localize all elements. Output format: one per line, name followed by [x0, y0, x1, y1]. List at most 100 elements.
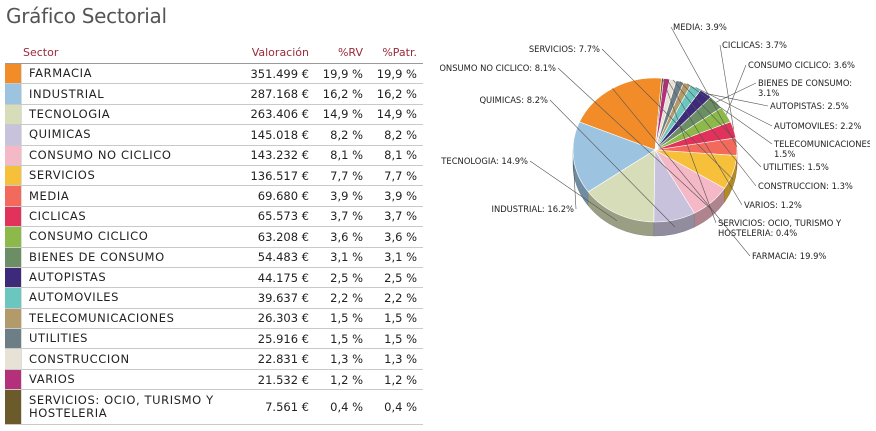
cell-sector: AUTOPISTAS: [21, 267, 227, 288]
color-swatch: [5, 390, 21, 425]
table-header: Sector Valoración %RV %Patr.: [5, 41, 423, 64]
table-row: INDUSTRIAL 287.168 € 16,2 % 16,2 %: [5, 84, 423, 105]
cell-rv: 8,2 %: [330, 127, 363, 142]
table-row: CONSUMO CICLICO 63.208 € 3,6 % 3,6 %: [5, 227, 423, 248]
cell-valoracion: 65.573 €: [257, 209, 309, 224]
color-swatch: [5, 227, 21, 247]
cell-sector: CONSUMO CICLICO: [21, 227, 227, 247]
cell-patr: 3,7 %: [384, 209, 417, 224]
leader-line: [529, 160, 618, 222]
cell-valoracion: 69.680 €: [257, 189, 309, 204]
pie-labels: FARMACIA: 19.9% INDUSTRIAL: 16.2% TECNOLOG…: [440, 22, 870, 261]
table-row: TECNOLOGIA 263.406 € 14,9 % 14,9 %: [5, 104, 423, 126]
slice-label: SERVICIOS: OCIO, TURISMO Y HOSTELERIA: 0.…: [718, 218, 842, 238]
cell-valoracion: 145.018 €: [250, 127, 309, 142]
header-patr: %Patr.: [382, 45, 417, 59]
cell-patr: 3,6 %: [384, 229, 417, 244]
color-swatch: [5, 165, 21, 186]
color-swatch: [5, 125, 21, 145]
pie-slice: [587, 149, 656, 223]
table-row: AUTOPISTAS 44.175 € 2,5 % 2,5 %: [5, 267, 423, 289]
leader-line: [573, 164, 577, 210]
table-row: SERVICIOS 136.517 € 7,7 % 7,7 %: [5, 165, 423, 187]
pie-slice: [572, 121, 656, 193]
table-row: FARMACIA 351.499 € 19,9 % 19,9 %: [5, 64, 423, 85]
cell-valoracion: 22.831 €: [257, 352, 309, 367]
cell-sector: VARIOS: [21, 369, 227, 390]
cell-rv: 7,7 %: [330, 168, 363, 183]
slice-label: AUTOMOVILES: 2.2%: [774, 121, 862, 131]
slice-label: SERVICIOS: 7.7%: [529, 44, 600, 54]
leader-line: [687, 83, 773, 145]
leader-line: [612, 88, 751, 257]
cell-valoracion: 26.303 €: [257, 311, 309, 326]
cell-patr: 1,5 %: [384, 311, 417, 326]
cell-rv: 2,5 %: [330, 270, 363, 285]
cell-rv: 3,1 %: [330, 250, 363, 265]
cell-valoracion: 54.483 €: [257, 250, 309, 265]
cell-sector: TELECOMUNICACIONES: [21, 308, 227, 329]
color-swatch: [5, 247, 21, 267]
slice-label: CICLICAS: 3.7%: [722, 40, 787, 50]
slice-label: BIENES DE CONSUMO: 3.1%: [758, 78, 852, 98]
color-swatch: [5, 329, 21, 349]
cell-rv: 14,9 %: [322, 107, 363, 122]
slice-label: MEDIA: 3.9%: [673, 22, 727, 32]
color-swatch: [5, 369, 21, 390]
table-row: CONSTRUCCION 22.831 € 1,3 % 1,3 %: [5, 349, 423, 370]
slice-label: TELECOMUNICACIONES: 1.5%: [773, 139, 870, 159]
slice-label: UTILITIES: 1.5%: [763, 162, 829, 172]
cell-rv: 1,5 %: [330, 311, 363, 326]
cell-sector: CONSUMO NO CICLICO: [21, 145, 227, 165]
header-sector: Sector: [23, 45, 59, 59]
cell-rv: 3,6 %: [330, 229, 363, 244]
chart-title: Gráfico Sectorial: [6, 4, 167, 28]
slice-label: CONSUMO CICLICO: 3.6%: [748, 60, 855, 70]
cell-patr: 16,2 %: [376, 87, 417, 102]
color-swatch: [5, 267, 21, 288]
cell-valoracion: 287.168 €: [250, 87, 309, 102]
header-valoracion: Valoración: [251, 45, 309, 59]
leader-line: [716, 82, 757, 103]
cell-sector: QUIMICAS: [21, 125, 227, 145]
slice-label: CONSTRUCCION: 1.3%: [758, 181, 853, 191]
cell-patr: 8,1 %: [384, 148, 417, 163]
table-row: MEDIA 69.680 € 3,9 % 3,9 %: [5, 186, 423, 207]
leader-line: [672, 79, 757, 187]
cell-rv: 2,2 %: [330, 290, 363, 305]
cell-patr: 1,3 %: [384, 352, 417, 367]
leader-line: [662, 78, 717, 224]
cell-patr: 14,9 %: [376, 107, 417, 122]
cell-sector: BIENES DE CONSUMO: [21, 247, 227, 267]
color-swatch: [5, 288, 21, 308]
cell-patr: 1,2 %: [384, 372, 417, 387]
cell-sector: CICLICAS: [21, 206, 227, 227]
table-row: BIENES DE CONSUMO 54.483 € 3,1 % 3,1 %: [5, 247, 423, 268]
slice-label: AUTOPISTAS: 2.5%: [770, 101, 849, 111]
color-swatch: [5, 104, 21, 125]
table-row: CICLICAS 65.573 € 3,7 % 3,7 %: [5, 206, 423, 228]
leader-line: [670, 26, 738, 147]
leader-line: [705, 93, 769, 107]
cell-sector: FARMACIA: [21, 64, 227, 84]
slice-label: CONSUMO NO CICLICO: 8.1%: [440, 63, 556, 73]
cell-patr: 1,5 %: [384, 331, 417, 346]
leader-line: [719, 44, 734, 130]
table-row: SERVICIOS: OCIO, TURISMO Y HOSTELERIA 7.5…: [5, 390, 423, 426]
cell-valoracion: 39.637 €: [257, 290, 309, 305]
cell-rv: 3,9 %: [330, 189, 363, 204]
cell-rv: 3,7 %: [330, 209, 363, 224]
cell-patr: 3,1 %: [384, 250, 417, 265]
table-row: AUTOMOVILES 39.637 € 2,2 % 2,2 %: [5, 288, 423, 309]
cell-sector: INDUSTRIAL: [21, 84, 227, 104]
table-row: VARIOS 21.532 € 1,2 % 1,2 %: [5, 369, 423, 391]
leader-line: [695, 87, 773, 127]
cell-patr: 2,5 %: [384, 270, 417, 285]
slice-label: INDUSTRIAL: 16.2%: [491, 204, 574, 214]
header-rv: %RV: [337, 45, 363, 59]
cell-patr: 8,2 %: [384, 127, 417, 142]
cell-rv: 1,3 %: [330, 352, 363, 367]
leader-line: [726, 64, 747, 115]
cell-rv: 8,1 %: [330, 148, 363, 163]
leader-line: [557, 67, 712, 210]
